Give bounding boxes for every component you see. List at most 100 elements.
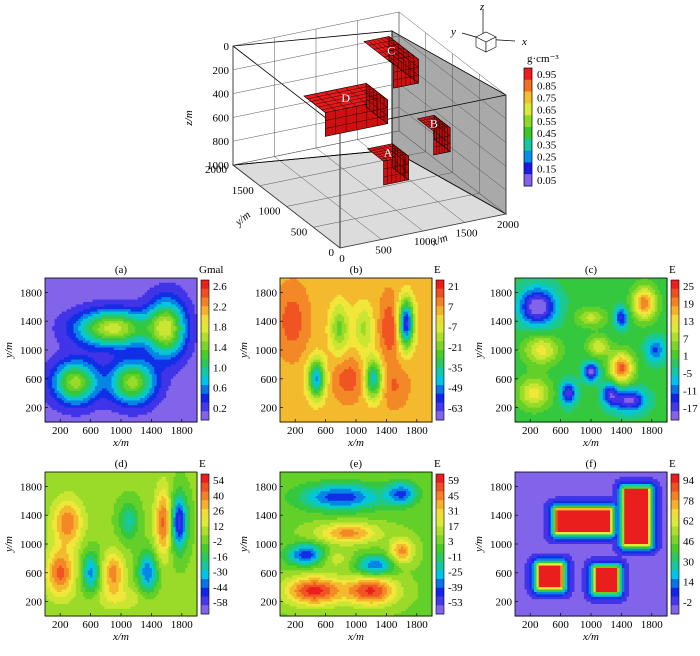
heatmap-cell xyxy=(59,364,63,368)
heatmap-cell xyxy=(61,278,65,281)
heatmap-cell xyxy=(168,342,172,346)
heatmap-cell xyxy=(106,321,110,325)
heatmap-cell xyxy=(66,338,70,341)
axis-orientation-glyph: z y x xyxy=(450,1,527,53)
heatmap-cell xyxy=(116,290,120,293)
heatmap-cell xyxy=(168,280,172,284)
heatmap-cell xyxy=(137,393,141,397)
heatmap-cell xyxy=(64,359,67,363)
heatmap-cell xyxy=(130,330,134,334)
heatmap-cell xyxy=(130,381,134,385)
heatmap-cell xyxy=(132,383,136,387)
heatmap-cell xyxy=(80,362,84,365)
heatmap-cell xyxy=(166,306,170,310)
heatmap-cell xyxy=(59,309,63,313)
heatmap-cell xyxy=(125,354,129,358)
heatmap-cell xyxy=(64,304,67,308)
heatmap-cell xyxy=(85,383,89,387)
heatmap-cell xyxy=(85,302,89,305)
heatmap-cell xyxy=(178,366,181,370)
heatmap-cell xyxy=(149,354,153,358)
heatmap-cell xyxy=(147,306,151,310)
heatmap-cell xyxy=(73,374,77,377)
heatmap-cell xyxy=(137,333,141,337)
heatmap-cell xyxy=(87,369,91,373)
heatmap-cell xyxy=(90,297,94,301)
heatmap-cell xyxy=(144,362,148,365)
heatmap-cell xyxy=(106,316,110,320)
heatmap-cell xyxy=(194,304,198,308)
heatmap-cell xyxy=(170,386,174,389)
heatmap-cell xyxy=(170,278,174,281)
heatmap-cell xyxy=(83,287,86,291)
heatmap-cell xyxy=(113,302,117,305)
heatmap-cell xyxy=(87,321,91,325)
heatmap-cell xyxy=(106,338,110,341)
heatmap-cell xyxy=(109,364,113,368)
heatmap-cell xyxy=(59,338,63,341)
heatmap-cell xyxy=(182,290,186,293)
heatmap-cell xyxy=(102,386,105,389)
heatmap-cell xyxy=(135,280,139,284)
heatmap-cell xyxy=(156,314,160,317)
heatmap-cell xyxy=(104,378,108,382)
heatmap-cell xyxy=(73,340,77,344)
heatmap-cell xyxy=(83,321,86,325)
heatmap-cell xyxy=(130,318,134,322)
heatmap-cell xyxy=(66,304,70,308)
heatmap-cell xyxy=(128,335,132,339)
heatmap-cell xyxy=(137,376,141,380)
colorbar-swatch xyxy=(201,288,209,298)
heatmap-cell xyxy=(142,364,146,368)
heatmap-cell xyxy=(159,338,162,341)
heatmap-cell xyxy=(156,371,160,375)
heatmap-cell xyxy=(66,314,70,317)
heatmap-cell xyxy=(159,374,162,377)
heatmap-cell xyxy=(109,386,113,389)
heatmap-cell xyxy=(142,318,146,322)
heatmap-cell xyxy=(66,345,70,349)
heatmap-cell xyxy=(111,330,115,334)
heatmap-cell xyxy=(192,383,196,387)
heatmap-cell xyxy=(47,357,51,361)
heatmap-cell xyxy=(90,390,94,394)
heatmap-cell xyxy=(151,314,155,317)
heatmap-cell xyxy=(85,316,89,320)
heatmap-cell xyxy=(71,369,75,373)
heatmap-cell xyxy=(180,354,184,358)
heatmap-cell xyxy=(123,309,127,313)
heatmap-cell xyxy=(45,278,48,281)
heatmap-cell xyxy=(189,342,193,346)
heatmap-cell xyxy=(92,321,96,325)
heatmap-cell xyxy=(106,376,110,380)
heatmap-cell xyxy=(85,366,89,370)
y-tick-label: 200 xyxy=(26,403,43,415)
heatmap-cell xyxy=(121,311,124,315)
heatmap-cell xyxy=(80,297,84,301)
heatmap-cell xyxy=(64,282,67,286)
heatmap-cell xyxy=(87,364,91,368)
heatmap-cell xyxy=(68,347,72,351)
heatmap-cell xyxy=(47,282,51,286)
x-axis-label: x/m xyxy=(112,437,129,449)
heatmap-cell xyxy=(161,342,165,346)
heatmap-cell xyxy=(111,280,115,284)
heatmap-cell xyxy=(132,311,136,315)
heatmap-cell xyxy=(104,371,108,375)
heatmap-cell xyxy=(73,297,77,301)
heatmap-cell xyxy=(94,342,98,346)
heatmap-cell xyxy=(123,323,127,327)
heatmap-cell xyxy=(130,299,134,303)
heatmap-cell xyxy=(54,280,58,284)
heatmap-cell xyxy=(102,357,105,361)
heatmap-cell xyxy=(47,378,51,382)
heatmap-cell xyxy=(109,294,113,298)
heatmap-cell xyxy=(99,280,103,284)
heatmap-cell xyxy=(170,309,174,313)
heatmap-cell xyxy=(175,299,179,303)
heatmap-cell xyxy=(45,369,48,373)
heatmap-cell xyxy=(128,328,132,332)
heatmap-cell xyxy=(85,342,89,346)
heatmap-cell xyxy=(156,302,160,305)
heatmap-cell xyxy=(90,345,94,349)
